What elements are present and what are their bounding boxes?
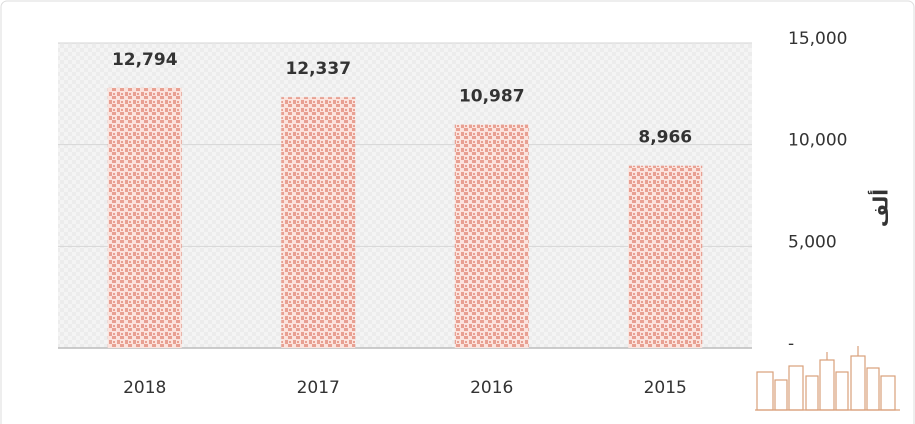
y-tick-label: 10,000 — [788, 131, 847, 151]
value-label: 8,966 — [638, 128, 692, 148]
value-label: 10,987 — [459, 87, 525, 107]
bar — [454, 124, 529, 349]
y-axis-label: ألف — [867, 189, 893, 227]
x-tick-label: 2018 — [123, 378, 166, 398]
bar — [107, 87, 182, 348]
value-label: 12,337 — [285, 59, 351, 79]
x-tick-label: 2016 — [470, 378, 513, 398]
bar — [281, 97, 356, 348]
x-tick-label: 2015 — [644, 378, 687, 398]
y-tick-label: 5,000 — [788, 232, 837, 252]
bar — [628, 165, 703, 348]
city-icon — [755, 346, 900, 411]
value-label: 12,794 — [112, 50, 178, 70]
y-tick-label: - — [788, 334, 794, 354]
y-tick-label: 15,000 — [788, 29, 847, 49]
x-tick-label: 2017 — [297, 378, 340, 398]
